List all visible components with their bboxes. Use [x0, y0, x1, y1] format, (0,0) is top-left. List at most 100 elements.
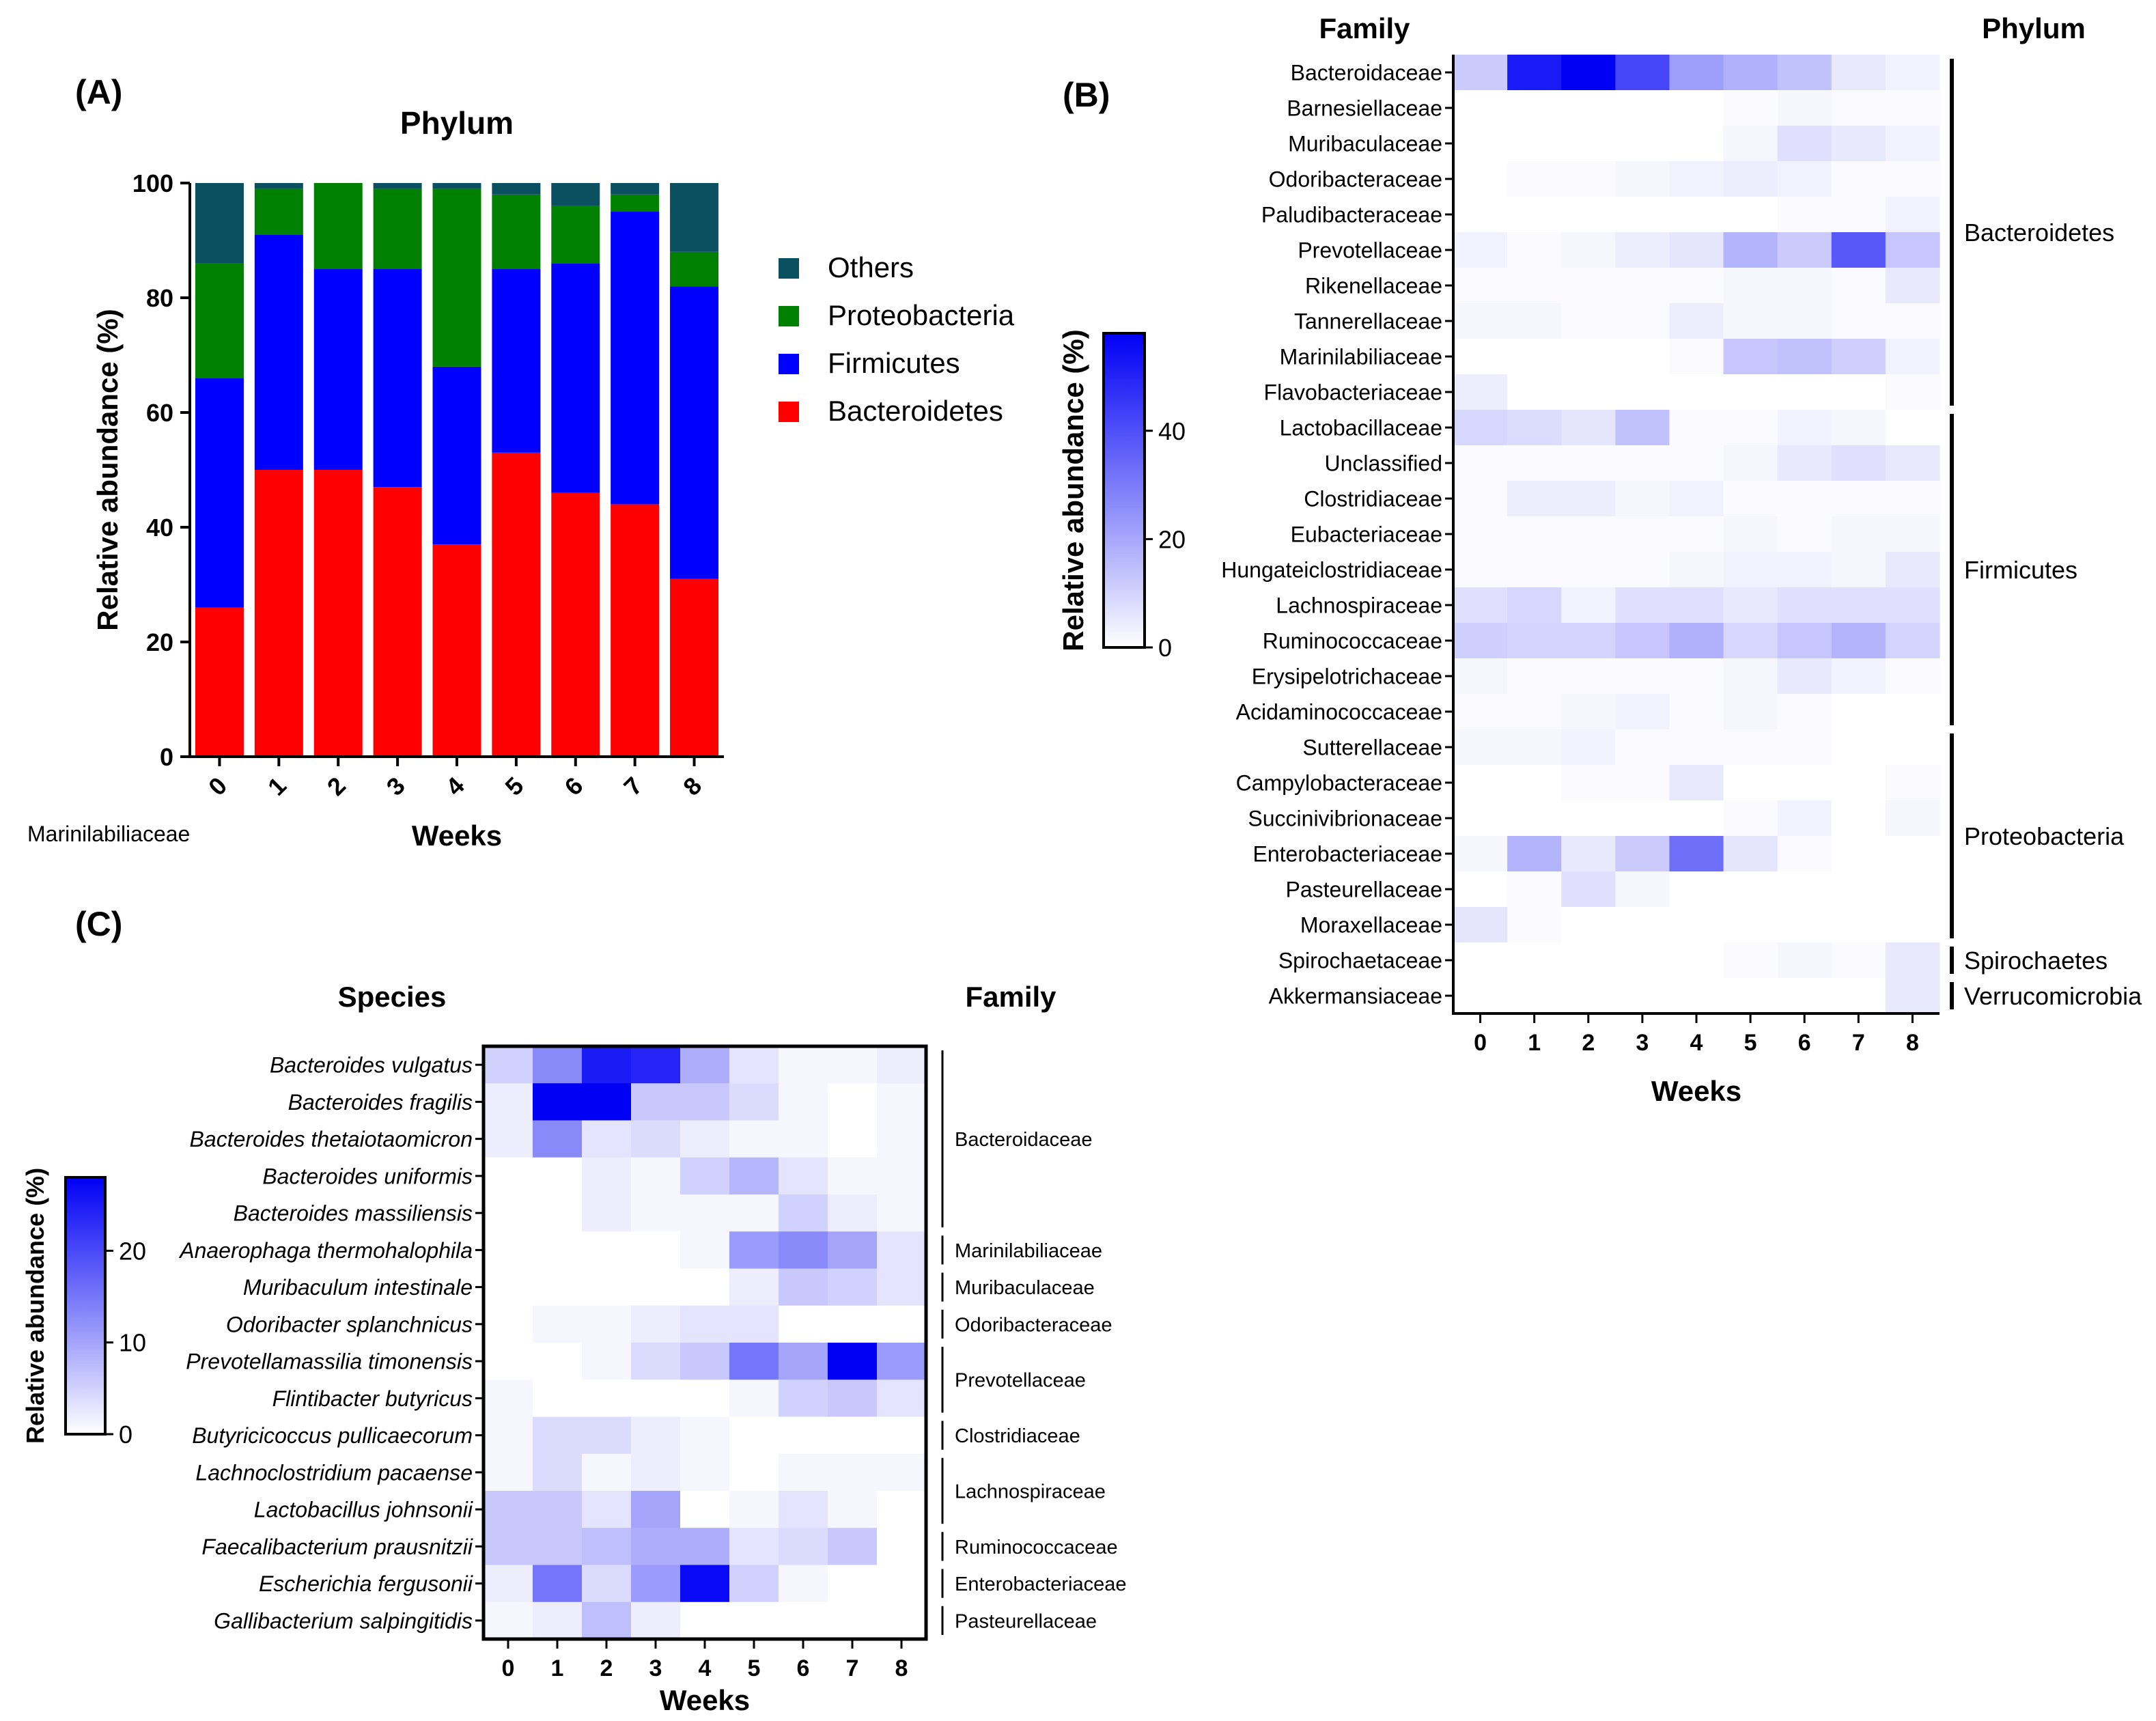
heatmap-cell-b-r24-c0	[1453, 907, 1508, 943]
bar-proteobacteria-week-6	[551, 206, 600, 264]
heatmap-cell-b-r17-c7	[1831, 658, 1886, 695]
heatmap-cell-b-r9-c4	[1669, 374, 1724, 410]
heatmap-cell-c-r15-c7	[828, 1601, 878, 1640]
heatmap-cell-b-r19-c3	[1615, 729, 1670, 766]
heatmap-cell-b-r9-c7	[1831, 374, 1886, 410]
row-label-c-9: Flintibacter butyricus	[272, 1386, 473, 1411]
heatmap-cell-b-r5-c8	[1885, 232, 1940, 268]
bar-bacteroidetes-week-7	[611, 504, 660, 757]
heatmap-cell-c-r3-c7	[828, 1157, 878, 1195]
y-axis-label-a: Relative abundance (%)	[92, 309, 124, 630]
heatmap-cell-b-r18-c1	[1507, 694, 1562, 730]
heatmap-cell-c-r7-c5	[729, 1305, 779, 1343]
heatmap-cell-b-r13-c4	[1669, 516, 1724, 552]
heatmap-cell-b-r4-c5	[1723, 197, 1778, 233]
heatmap-cell-b-r15-c1	[1507, 587, 1562, 624]
heatmap-cell-c-r8-c4	[680, 1343, 730, 1380]
heatmap-cell-c-r15-c0	[484, 1601, 533, 1640]
heatmap-cell-c-r8-c2	[582, 1343, 632, 1380]
heatmap-cell-c-r13-c2	[582, 1528, 632, 1566]
bar-proteobacteria-week-2	[313, 183, 363, 269]
bar-proteobacteria-week-5	[492, 194, 541, 269]
heatmap-cell-b-r8-c7	[1831, 339, 1886, 375]
heatmap-cell-b-r4-c3	[1615, 197, 1670, 233]
x-tick-label-a-1: 1	[262, 772, 292, 801]
heatmap-cell-c-r7-c6	[779, 1305, 828, 1343]
heatmap-cell-c-r5-c8	[877, 1231, 927, 1270]
heatmap-cell-c-r0-c5	[729, 1046, 779, 1084]
x-tick-label-b-8: 8	[1906, 1030, 1919, 1056]
heatmap-cell-b-r19-c6	[1777, 729, 1832, 766]
heatmap-cell-b-r13-c1	[1507, 516, 1562, 552]
heatmap-cell-c-r15-c3	[631, 1601, 681, 1640]
heatmap-cell-c-r8-c6	[779, 1343, 828, 1380]
heatmap-cell-b-r11-c3	[1615, 445, 1670, 481]
group-label-b-3: Spirochaetes	[1964, 947, 2108, 975]
heatmap-cell-b-r1-c5	[1723, 90, 1778, 126]
heatmap-cell-b-r4-c6	[1777, 197, 1832, 233]
heatmap-cell-b-r17-c6	[1777, 658, 1832, 695]
heatmap-cell-b-r1-c3	[1615, 90, 1670, 126]
heatmap-cell-b-r16-c2	[1561, 623, 1616, 659]
heatmap-cell-c-r14-c4	[680, 1565, 730, 1603]
heatmap-cell-c-r7-c2	[582, 1305, 632, 1343]
heatmap-cell-b-r12-c2	[1561, 481, 1616, 517]
heatmap-cell-b-r11-c5	[1723, 445, 1778, 481]
heatmap-cell-b-r24-c8	[1885, 907, 1940, 943]
heatmap-cell-b-r23-c4	[1669, 871, 1724, 908]
heatmap-cell-c-r1-c6	[779, 1083, 828, 1121]
heatmap-cell-b-r0-c0	[1453, 55, 1508, 91]
bar-proteobacteria-week-3	[373, 188, 422, 269]
heatmap-cell-c-r8-c8	[877, 1343, 927, 1380]
heatmap-cell-c-r8-c0	[484, 1343, 533, 1380]
colorbar-b	[1102, 332, 1146, 649]
heatmap-cell-c-r10-c0	[484, 1416, 533, 1455]
heatmap-cell-c-r0-c4	[680, 1046, 730, 1084]
heatmap-cell-b-r8-c6	[1777, 339, 1832, 375]
group-label-c-2: Muribaculaceae	[955, 1277, 1095, 1299]
heatmap-cell-c-r14-c1	[533, 1565, 583, 1603]
bar-firmicutes-week-2	[313, 269, 363, 470]
heatmap-cell-c-r13-c6	[779, 1528, 828, 1566]
row-label-b-13: Eubacteriaceae	[1291, 522, 1442, 547]
group-label-b-4: Verrucomicrobia	[1964, 982, 2142, 1010]
row-label-b-17: Erysipelotrichaceae	[1252, 664, 1442, 689]
chart-title-a: Phylum	[400, 105, 514, 141]
heatmap-cell-b-r1-c1	[1507, 90, 1562, 126]
heatmap-cell-c-r12-c1	[533, 1491, 583, 1528]
heatmap-cell-c-r0-c6	[779, 1046, 828, 1084]
heatmap-cell-b-r19-c2	[1561, 729, 1616, 766]
x-tick-label-b-2: 2	[1582, 1030, 1595, 1056]
heatmap-cell-b-r24-c4	[1669, 907, 1724, 943]
heatmap-cell-b-r23-c0	[1453, 871, 1508, 908]
heatmap-cell-c-r15-c6	[779, 1601, 828, 1640]
heatmap-cell-c-r4-c8	[877, 1194, 927, 1232]
heatmap-cell-c-r12-c7	[828, 1491, 878, 1528]
heatmap-cell-b-r22-c2	[1561, 836, 1616, 872]
heatmap-cell-b-r6-c7	[1831, 268, 1886, 304]
heatmap-cell-c-r2-c7	[828, 1120, 878, 1158]
heatmap-cell-b-r25-c1	[1507, 942, 1562, 979]
row-label-b-11: Unclassified	[1324, 451, 1442, 476]
x-tick-label-c-0: 0	[502, 1655, 515, 1681]
heatmap-cell-b-r15-c0	[1453, 587, 1508, 624]
heatmap-cell-b-r25-c6	[1777, 942, 1832, 979]
heatmap-cell-b-r24-c7	[1831, 907, 1886, 943]
heatmap-cell-c-r0-c0	[484, 1046, 533, 1084]
row-label-b-5: Prevotellaceae	[1298, 238, 1442, 263]
row-label-b-25: Spirochaetaceae	[1278, 949, 1442, 973]
row-label-c-6: Muribaculum intestinale	[243, 1275, 473, 1300]
heatmap-cell-c-r9-c2	[582, 1380, 632, 1418]
row-label-c-13: Faecalibacterium prausnitzii	[201, 1535, 473, 1559]
row-label-c-1: Bacteroides fragilis	[288, 1090, 473, 1115]
heatmap-cell-b-r2-c1	[1507, 126, 1562, 162]
heatmap-cell-b-r2-c2	[1561, 126, 1616, 162]
heatmap-cell-b-r0-c3	[1615, 55, 1670, 91]
heatmap-cell-c-r3-c2	[582, 1157, 632, 1195]
group-header-b: Phylum	[1982, 12, 2086, 44]
row-label-b-21: Succinivibrionaceae	[1248, 807, 1442, 831]
heatmap-cell-b-r26-c8	[1885, 978, 1940, 1014]
heatmap-cell-c-r0-c2	[582, 1046, 632, 1084]
heatmap-cell-b-r22-c4	[1669, 836, 1724, 872]
heatmap-cell-c-r7-c8	[877, 1305, 927, 1343]
